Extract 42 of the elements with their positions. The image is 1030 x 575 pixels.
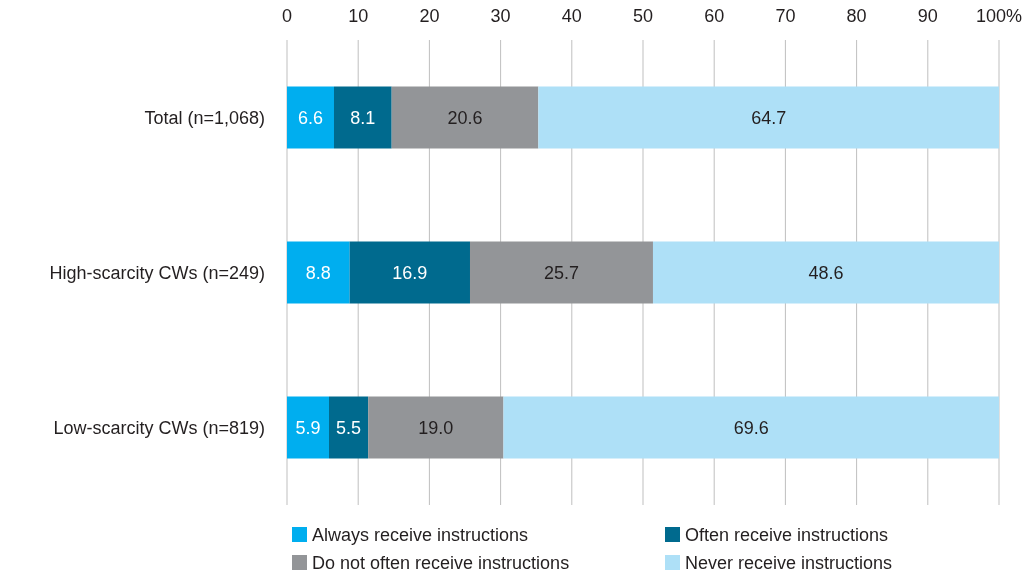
data-label: 8.8 xyxy=(305,262,331,283)
y-tick-label: Low-scarcity CWs (n=819) xyxy=(53,417,265,438)
legend-label: Do not often receive instructions xyxy=(312,553,570,574)
x-tick-label: 90 xyxy=(917,6,938,26)
x-tick-label: 0 xyxy=(281,6,293,26)
data-label: 6.6 xyxy=(297,107,324,128)
x-tick-label: 10 xyxy=(348,6,369,26)
data-label: 16.9 xyxy=(392,262,428,283)
y-tick-label: Total (n=1,068) xyxy=(144,107,265,128)
bar xyxy=(287,241,350,304)
y-tick-label: High-scarcity CWs (n=249) xyxy=(49,262,265,283)
x-tick-label: 80 xyxy=(846,6,867,26)
bar xyxy=(391,86,539,149)
bar xyxy=(329,396,369,459)
bar xyxy=(469,241,653,304)
data-label: 64.7 xyxy=(751,107,787,128)
bar xyxy=(503,396,999,459)
legend-label: Always receive instructions xyxy=(312,525,529,546)
x-tick-label: 100% xyxy=(975,6,1023,26)
bar xyxy=(333,86,392,149)
data-label: 5.9 xyxy=(295,417,321,438)
bar xyxy=(368,396,504,459)
data-label: 69.6 xyxy=(733,417,769,438)
bar xyxy=(349,241,470,304)
data-label: 48.6 xyxy=(808,262,844,283)
x-tick-label: 50 xyxy=(632,6,654,26)
bar xyxy=(287,396,330,459)
bar xyxy=(538,86,999,149)
bar xyxy=(652,241,999,304)
legend-label: Never receive instructions xyxy=(685,553,893,574)
x-tick-label: 30 xyxy=(490,6,511,26)
data-label: 19.0 xyxy=(418,417,454,438)
data-label: 5.5 xyxy=(336,417,362,438)
x-tick-label: 70 xyxy=(775,6,796,26)
data-label: 8.1 xyxy=(350,107,376,128)
data-label: 20.6 xyxy=(447,107,483,128)
x-tick-label: 40 xyxy=(561,6,582,26)
x-tick-label: 20 xyxy=(419,6,440,26)
data-label: 25.7 xyxy=(543,262,579,283)
x-tick-label: 60 xyxy=(704,6,725,26)
legend-label: Often receive instructions xyxy=(685,525,889,546)
bar xyxy=(287,86,334,149)
